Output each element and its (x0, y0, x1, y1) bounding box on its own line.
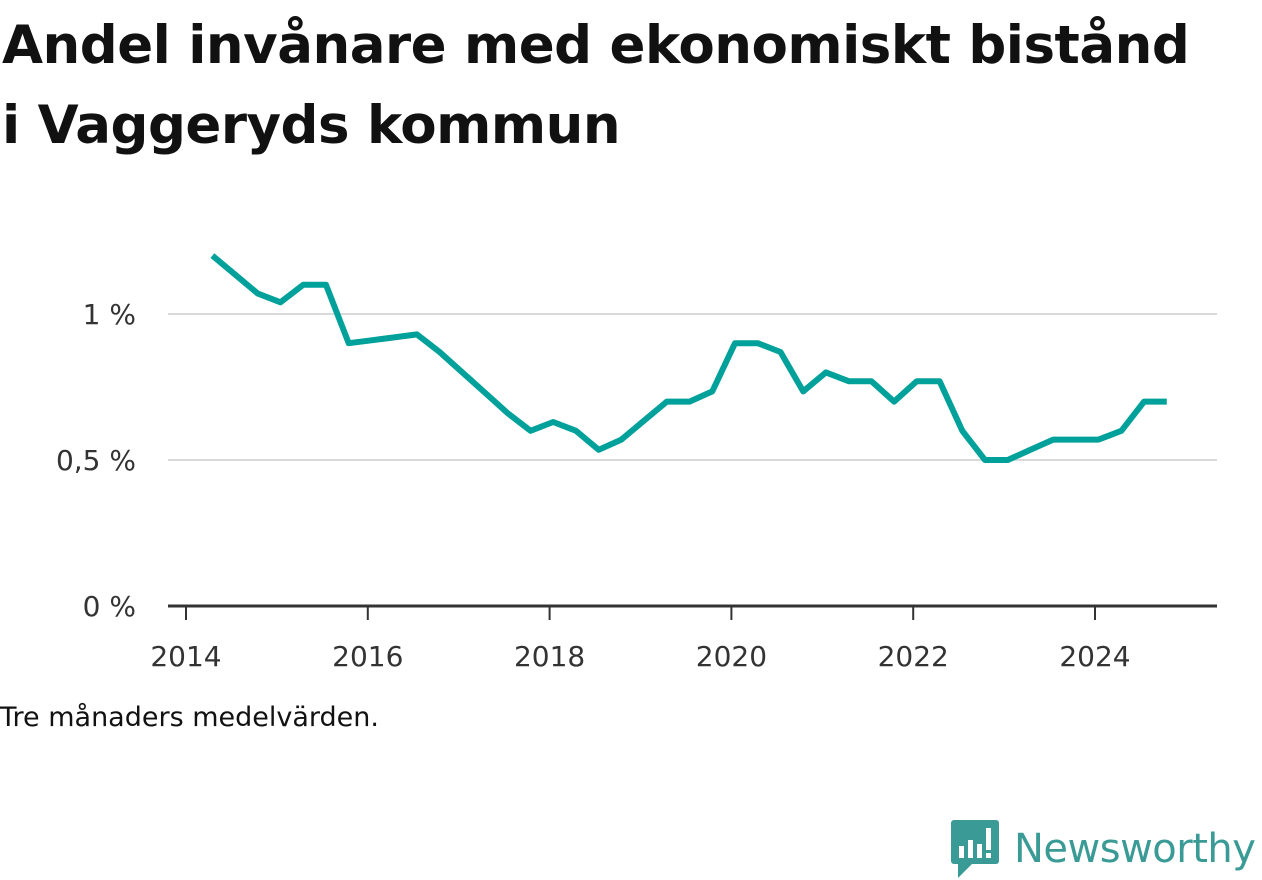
x-tick-label: 2018 (514, 640, 585, 673)
newsworthy-logo-text: Newsworthy (1014, 826, 1256, 872)
data-series (210, 253, 1167, 463)
newsworthy-logo-icon (951, 820, 999, 878)
x-tick-label: 2022 (878, 640, 949, 673)
x-tick-label: 2020 (696, 640, 767, 673)
gridlines (168, 313, 1217, 461)
chart-caption: Tre månaders medelvärden. (0, 702, 379, 733)
x-tick-label: 2014 (150, 640, 221, 673)
y-tick-label: 0 % (83, 590, 136, 623)
x-axis-labels: 2014 2016 2018 2020 2022 2024 (150, 640, 1130, 673)
series-line (210, 253, 1167, 463)
x-tick-label: 2016 (332, 640, 403, 673)
chart-title: Andel invånare med ekonomiskt bistånd i … (2, 15, 1190, 156)
x-axis (168, 604, 1217, 620)
y-tick-label: 0,5 % (56, 444, 136, 477)
x-tick-label: 2024 (1059, 640, 1130, 673)
newsworthy-logo: Newsworthy (950, 818, 1256, 880)
y-tick-label: 1 % (83, 298, 136, 331)
y-axis-labels: 0 % 0,5 % 1 % (56, 298, 136, 623)
line-chart: 0 % 0,5 % 1 % 2014 2016 2018 2020 2022 2024 (56, 253, 1217, 673)
